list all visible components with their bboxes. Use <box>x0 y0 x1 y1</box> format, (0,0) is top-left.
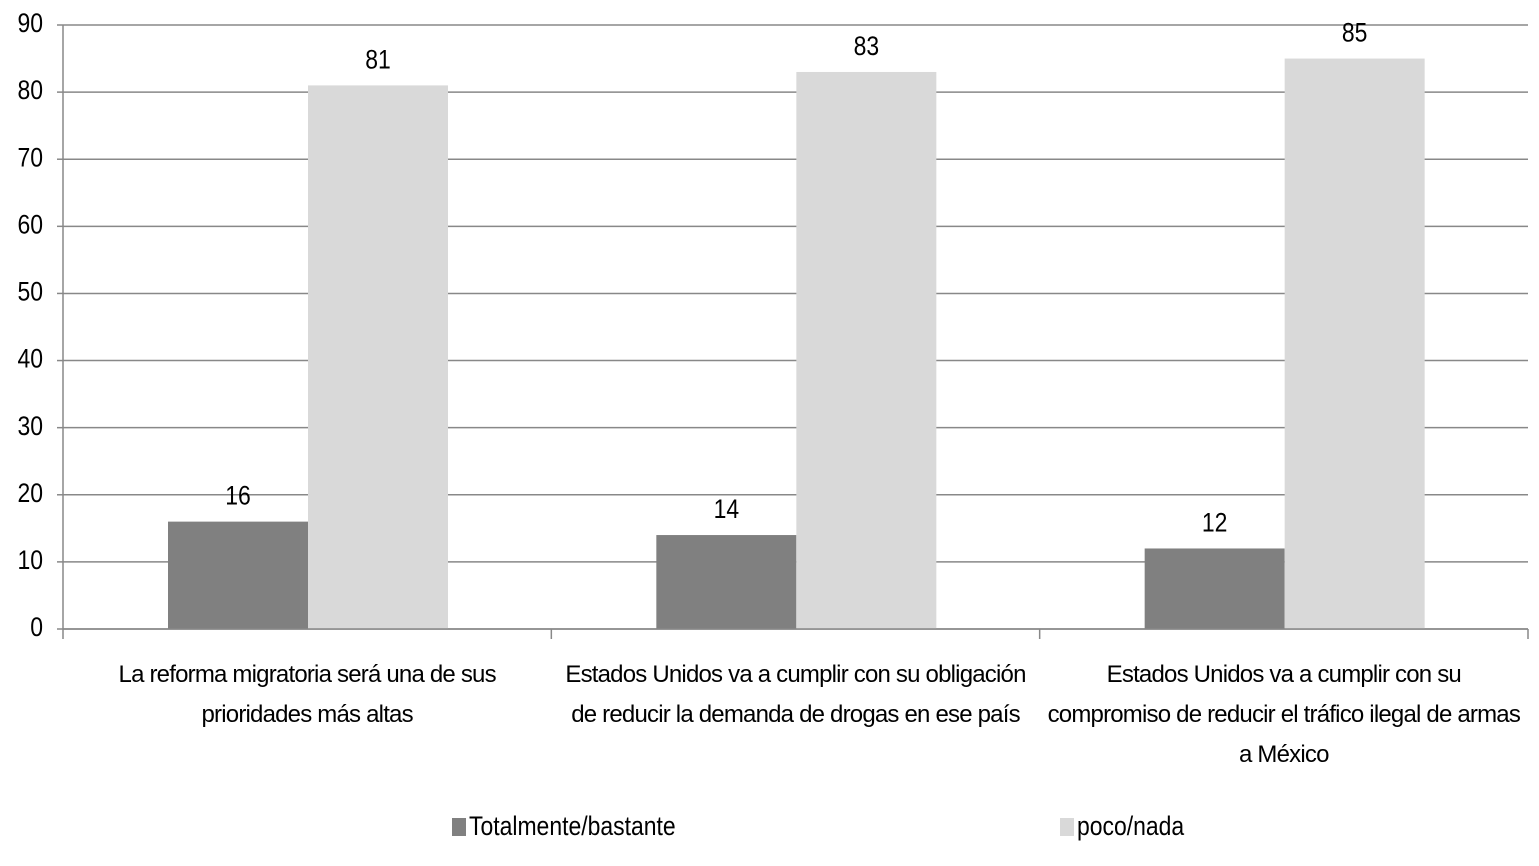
value-label: 85 <box>1342 18 1368 48</box>
y-tick-label: 20 <box>17 478 43 508</box>
bar <box>796 71 937 629</box>
y-tick-label: 0 <box>30 612 43 642</box>
y-tick-label: 40 <box>17 344 43 374</box>
y-tick-label: 60 <box>17 210 43 240</box>
bar <box>1284 58 1425 630</box>
x-tick-label: Estados Unidos va a cumplir con su compr… <box>1047 661 1521 768</box>
y-tick-label: 90 <box>17 8 43 38</box>
value-label: 12 <box>1202 508 1228 538</box>
bar <box>308 85 448 629</box>
y-tick-label: 70 <box>17 143 43 173</box>
legend-swatch <box>1060 818 1074 836</box>
value-label: 16 <box>225 481 251 511</box>
x-tick-label: La reforma migratoria será una de sus pr… <box>118 661 497 728</box>
bar <box>168 521 308 629</box>
legend-label: poco/nada <box>1077 811 1184 841</box>
x-tick-label: Estados Unidos va a cumplir con su oblig… <box>565 661 1026 728</box>
value-label: 83 <box>854 31 880 61</box>
value-label: 81 <box>365 45 391 75</box>
legend-swatch <box>452 818 466 836</box>
y-tick-label: 50 <box>17 277 43 307</box>
y-tick-label: 80 <box>17 76 43 106</box>
y-tick-label: 30 <box>17 411 43 441</box>
bar <box>1144 548 1285 629</box>
value-label: 14 <box>714 494 740 524</box>
legend-label: Totalmente/bastante <box>469 811 676 841</box>
bar <box>656 535 797 629</box>
y-tick-label: 10 <box>17 545 43 575</box>
